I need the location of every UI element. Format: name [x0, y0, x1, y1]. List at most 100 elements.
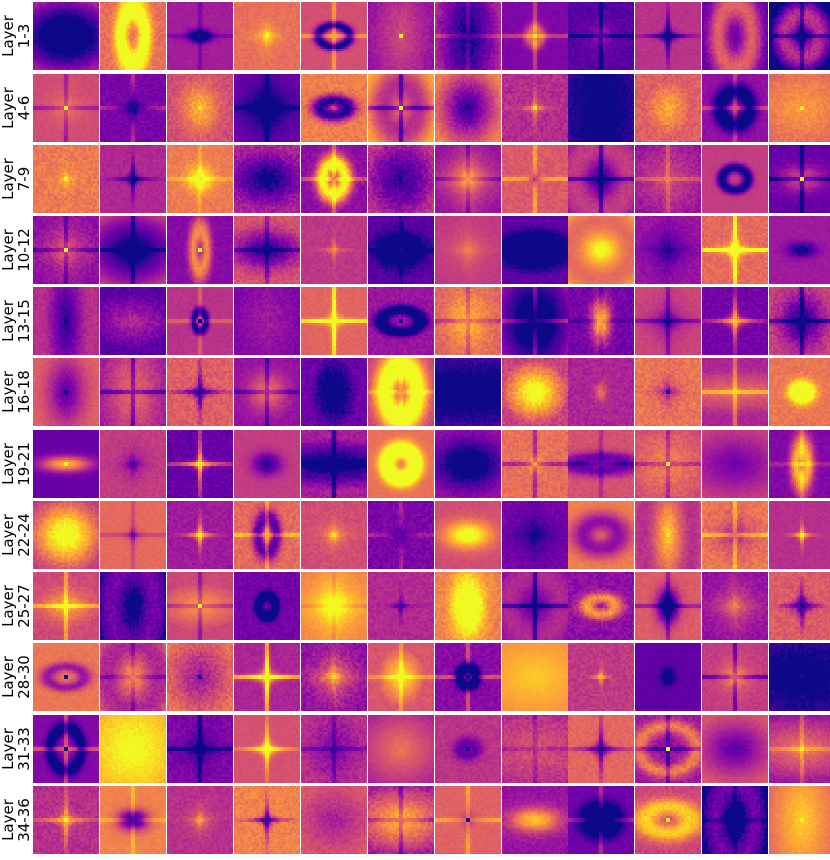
attention-panel-r9-g0-p3 [234, 643, 300, 711]
row-label-line2: 7-9 [15, 166, 34, 192]
attention-panel-r11-g1-p0 [301, 786, 367, 854]
attention-panel-r2-g0-p2 [167, 145, 233, 213]
attention-panel-r5-g1-p0 [301, 358, 367, 426]
attention-panel-r4-g1-p3 [502, 287, 568, 355]
attention-panel-r2-g2-p0 [568, 145, 634, 213]
row-label-text: Layer 13-15 [0, 299, 33, 343]
attention-panel-r0-g1-p1 [368, 2, 434, 70]
row-label-3: Layer 10-12 [0, 216, 33, 284]
row-label-text: Layer 1-3 [0, 15, 33, 57]
row-label-5: Layer 16-18 [0, 358, 33, 426]
attention-panel-r4-g2-p2 [702, 287, 768, 355]
attention-panel-r9-g2-p3 [769, 643, 830, 711]
row-label-line2: 34-36 [15, 798, 33, 842]
attention-panel-r9-g2-p1 [635, 643, 701, 711]
row-label-line1: Layer [0, 728, 17, 770]
attention-panel-r7-g0-p2 [167, 501, 233, 569]
attention-panel-r6-g2-p1 [635, 430, 701, 498]
attention-panel-r6-g2-p0 [568, 430, 634, 498]
row-label-0: Layer 1-3 [0, 2, 33, 70]
attention-panel-r0-g2-p0 [568, 2, 634, 70]
attention-panel-r9-g1-p3 [502, 643, 568, 711]
attention-panel-r1-g1-p1 [368, 74, 434, 142]
attention-panel-r0-g0-p1 [100, 2, 166, 70]
attention-panel-r2-g2-p1 [635, 145, 701, 213]
attention-panel-r4-g2-p0 [568, 287, 634, 355]
attention-panel-r1-g0-p1 [100, 74, 166, 142]
attention-panel-r9-g0-p0 [33, 643, 99, 711]
attention-panel-r5-g1-p2 [435, 358, 501, 426]
attention-panel-r3-g2-p0 [568, 216, 634, 284]
attention-panel-r6-g1-p2 [435, 430, 501, 498]
attention-panel-r8-g1-p0 [301, 572, 367, 640]
attention-panel-r1-g2-p1 [635, 74, 701, 142]
attention-panel-r1-g0-p2 [167, 74, 233, 142]
attention-panel-r1-g2-p3 [769, 74, 830, 142]
attention-panel-r0-g1-p3 [502, 2, 568, 70]
attention-panel-r7-g1-p1 [368, 501, 434, 569]
attention-panel-r10-g1-p1 [368, 715, 434, 783]
row-label-7: Layer 22-24 [0, 501, 33, 569]
attention-panel-r1-g1-p0 [301, 74, 367, 142]
attention-panel-r5-g2-p3 [769, 358, 830, 426]
attention-panel-r7-g1-p3 [502, 501, 568, 569]
attention-panel-r3-g1-p1 [368, 216, 434, 284]
attention-panel-r3-g0-p3 [234, 216, 300, 284]
attention-panel-r1-g0-p0 [33, 74, 99, 142]
attention-panel-r7-g2-p3 [769, 501, 830, 569]
row-label-line2: 13-15 [15, 299, 33, 343]
row-label-text: Layer 28-30 [0, 655, 33, 699]
row-label-6: Layer 19-21 [0, 430, 33, 498]
attention-panel-r9-g0-p2 [167, 643, 233, 711]
attention-panel-r7-g2-p0 [568, 501, 634, 569]
attention-panel-r5-g0-p0 [33, 358, 99, 426]
attention-panel-r8-g2-p3 [769, 572, 830, 640]
attention-panel-r11-g2-p1 [635, 786, 701, 854]
attention-panel-r6-g1-p0 [301, 430, 367, 498]
attention-panel-r9-g0-p1 [100, 643, 166, 711]
attention-panel-r4-g0-p3 [234, 287, 300, 355]
row-label-line1: Layer [0, 158, 18, 200]
attention-panel-r4-g1-p2 [435, 287, 501, 355]
attention-panel-r0-g2-p1 [635, 2, 701, 70]
attention-panel-r0-g1-p2 [435, 2, 501, 70]
attention-panel-r10-g0-p3 [234, 715, 300, 783]
row-label-11: Layer 34-36 [0, 786, 33, 854]
attention-panel-r3-g1-p3 [502, 216, 568, 284]
row-label-line1: Layer [0, 229, 17, 271]
row-label-line1: Layer [0, 443, 17, 485]
attention-panel-r7-g1-p2 [435, 501, 501, 569]
attention-panel-r2-g2-p2 [702, 145, 768, 213]
row-label-text: Layer 22-24 [0, 513, 33, 557]
attention-panel-r8-g2-p2 [702, 572, 768, 640]
attention-panel-r9-g1-p0 [301, 643, 367, 711]
attention-panel-r3-g2-p2 [702, 216, 768, 284]
attention-panel-r10-g2-p1 [635, 715, 701, 783]
attention-panel-r5-g0-p1 [100, 358, 166, 426]
attention-panel-r8-g1-p3 [502, 572, 568, 640]
attention-panel-r10-g1-p3 [502, 715, 568, 783]
row-label-line2: 25-27 [15, 584, 33, 628]
attention-panel-r5-g1-p1 [368, 358, 434, 426]
attention-panel-r10-g0-p1 [100, 715, 166, 783]
row-label-2: Layer 7-9 [0, 145, 34, 213]
attention-panel-r5-g2-p0 [568, 358, 634, 426]
attention-panel-r6-g0-p2 [167, 430, 233, 498]
attention-panel-r1-g1-p3 [502, 74, 568, 142]
attention-panel-r9-g2-p2 [702, 643, 768, 711]
attention-panel-r3-g1-p2 [435, 216, 501, 284]
attention-panel-r3-g2-p3 [769, 216, 830, 284]
attention-panel-r2-g1-p2 [435, 145, 501, 213]
attention-panel-r11-g1-p1 [368, 786, 434, 854]
attention-panel-r8-g2-p0 [568, 572, 634, 640]
row-label-text: Layer 19-21 [0, 442, 33, 486]
attention-panel-r5-g1-p3 [502, 358, 568, 426]
attention-panel-r7-g0-p0 [33, 501, 99, 569]
attention-panel-r6-g1-p1 [368, 430, 434, 498]
row-label-4: Layer 13-15 [0, 287, 33, 355]
attention-panel-r9-g1-p1 [368, 643, 434, 711]
attention-panel-r9-g2-p0 [568, 643, 634, 711]
attention-panel-r2-g2-p3 [769, 145, 830, 213]
attention-panel-r11-g2-p0 [568, 786, 634, 854]
attention-panel-r5-g2-p2 [702, 358, 768, 426]
